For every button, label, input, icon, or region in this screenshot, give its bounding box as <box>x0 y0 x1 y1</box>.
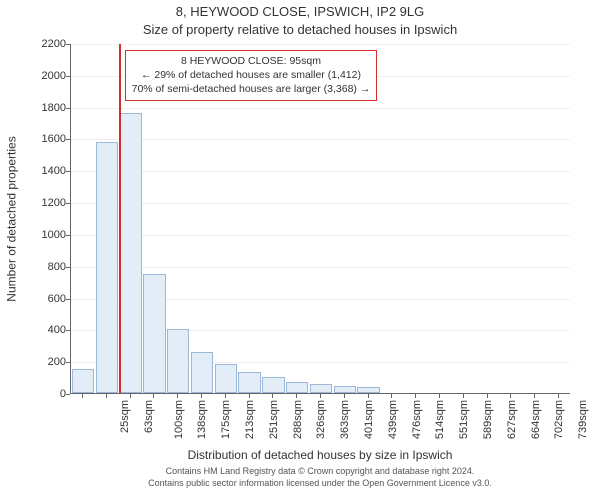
gridline <box>71 267 570 268</box>
y-tick-label: 1600 <box>38 133 66 145</box>
footnote-line2: Contains public sector information licen… <box>70 478 570 490</box>
histogram-bar <box>119 113 141 393</box>
histogram-bar <box>191 352 213 393</box>
x-tick-mark <box>487 394 488 398</box>
x-tick-mark <box>296 394 297 398</box>
y-tick-label: 1800 <box>38 102 66 114</box>
x-tick-mark <box>225 394 226 398</box>
x-tick-label: 288sqm <box>292 400 304 439</box>
x-tick-mark <box>415 394 416 398</box>
x-tick-label: 326sqm <box>316 400 328 439</box>
x-tick-mark <box>368 394 369 398</box>
x-tick-label: 589sqm <box>482 400 494 439</box>
callout-line1: 8 HEYWOOD CLOSE: 95sqm <box>132 54 371 68</box>
y-axis-label-container: Number of detached properties <box>4 44 20 394</box>
y-tick-mark <box>66 44 70 45</box>
x-tick-mark <box>463 394 464 398</box>
histogram-bar <box>72 369 94 393</box>
x-tick-mark <box>249 394 250 398</box>
y-tick-mark <box>66 362 70 363</box>
x-tick-mark <box>272 394 273 398</box>
y-tick-mark <box>66 267 70 268</box>
gridline <box>71 203 570 204</box>
histogram-bar <box>310 384 332 393</box>
histogram-bar <box>143 274 165 393</box>
callout-line2: ← 29% of detached houses are smaller (1,… <box>132 68 371 82</box>
x-tick-label: 63sqm <box>143 400 155 433</box>
x-tick-mark <box>130 394 131 398</box>
x-tick-mark <box>534 394 535 398</box>
y-tick-label: 400 <box>38 324 66 336</box>
y-tick-mark <box>66 394 70 395</box>
x-tick-mark <box>344 394 345 398</box>
x-tick-mark <box>510 394 511 398</box>
y-tick-label: 200 <box>38 356 66 368</box>
y-tick-label: 1000 <box>38 229 66 241</box>
callout-line3: 70% of semi-detached houses are larger (… <box>132 82 371 96</box>
y-tick-label: 600 <box>38 293 66 305</box>
y-tick-label: 0 <box>38 388 66 400</box>
y-axis-label: Number of detached properties <box>5 136 19 301</box>
chart-plot-area: 8 HEYWOOD CLOSE: 95sqm← 29% of detached … <box>70 44 570 394</box>
y-tick-label: 2200 <box>38 38 66 50</box>
gridline <box>71 235 570 236</box>
y-tick-mark <box>66 330 70 331</box>
x-tick-mark <box>320 394 321 398</box>
footnote-line1: Contains HM Land Registry data © Crown c… <box>70 466 570 478</box>
x-tick-label: 627sqm <box>506 400 518 439</box>
x-tick-mark <box>82 394 83 398</box>
y-tick-label: 1200 <box>38 197 66 209</box>
y-tick-mark <box>66 203 70 204</box>
x-tick-mark <box>106 394 107 398</box>
gridline <box>71 44 570 45</box>
x-tick-label: 25sqm <box>119 400 131 433</box>
x-tick-label: 476sqm <box>411 400 423 439</box>
histogram-bar <box>96 142 118 393</box>
y-tick-label: 1400 <box>38 165 66 177</box>
y-tick-mark <box>66 171 70 172</box>
y-tick-mark <box>66 139 70 140</box>
histogram-bar <box>334 386 356 393</box>
x-tick-label: 702sqm <box>554 400 566 439</box>
x-tick-label: 175sqm <box>220 400 232 439</box>
chart-footnote: Contains HM Land Registry data © Crown c… <box>70 466 570 489</box>
gridline <box>71 108 570 109</box>
chart-title-line1: 8, HEYWOOD CLOSE, IPSWICH, IP2 9LG <box>0 4 600 19</box>
x-tick-label: 739sqm <box>577 400 589 439</box>
y-tick-mark <box>66 108 70 109</box>
histogram-bar <box>262 377 284 393</box>
gridline <box>71 171 570 172</box>
histogram-bar <box>215 364 237 393</box>
x-tick-mark <box>558 394 559 398</box>
chart-title-line2: Size of property relative to detached ho… <box>0 22 600 37</box>
x-tick-label: 439sqm <box>387 400 399 439</box>
x-tick-label: 363sqm <box>339 400 351 439</box>
y-tick-mark <box>66 235 70 236</box>
property-callout: 8 HEYWOOD CLOSE: 95sqm← 29% of detached … <box>125 50 378 101</box>
x-tick-label: 664sqm <box>530 400 542 439</box>
x-tick-mark <box>201 394 202 398</box>
x-tick-label: 551sqm <box>458 400 470 439</box>
y-tick-label: 800 <box>38 261 66 273</box>
x-tick-label: 213sqm <box>244 400 256 439</box>
histogram-bar <box>286 382 308 393</box>
property-marker-line <box>119 44 121 393</box>
x-tick-label: 401sqm <box>363 400 375 439</box>
x-tick-label: 100sqm <box>173 400 185 439</box>
x-tick-mark <box>439 394 440 398</box>
x-tick-mark <box>391 394 392 398</box>
histogram-bar <box>238 372 260 393</box>
x-axis-label: Distribution of detached houses by size … <box>70 448 570 462</box>
x-tick-label: 138sqm <box>196 400 208 439</box>
x-tick-label: 514sqm <box>435 400 447 439</box>
y-tick-label: 2000 <box>38 70 66 82</box>
y-tick-mark <box>66 76 70 77</box>
gridline <box>71 139 570 140</box>
histogram-bar <box>167 329 189 393</box>
x-tick-label: 251sqm <box>268 400 280 439</box>
y-tick-mark <box>66 299 70 300</box>
histogram-bar <box>357 387 379 393</box>
x-tick-mark <box>177 394 178 398</box>
x-tick-mark <box>153 394 154 398</box>
